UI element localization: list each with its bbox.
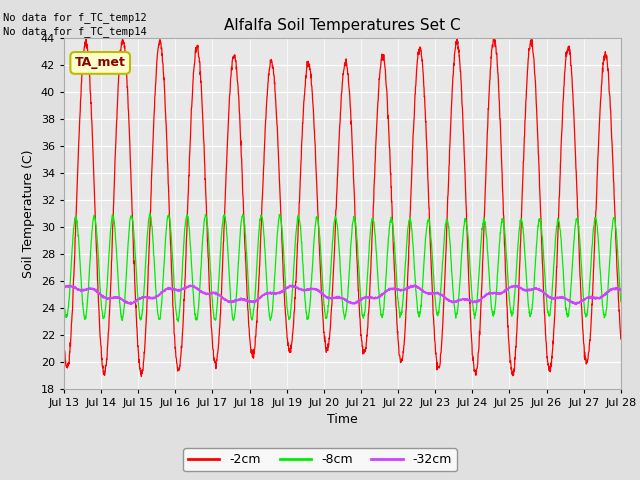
Text: No data for f_TC_temp12: No data for f_TC_temp12 xyxy=(3,12,147,23)
-32cm xyxy=(504,286,512,292)
-8cm xyxy=(146,211,154,217)
-32cm xyxy=(617,287,625,292)
-2cm xyxy=(216,325,223,331)
-2cm xyxy=(617,336,625,342)
-2cm xyxy=(505,337,513,343)
X-axis label: Time: Time xyxy=(327,413,358,426)
-8cm xyxy=(505,288,513,293)
-2cm xyxy=(359,343,367,349)
Legend: -2cm, -8cm, -32cm: -2cm, -8cm, -32cm xyxy=(183,448,457,471)
-8cm xyxy=(617,299,625,304)
-2cm xyxy=(568,75,576,81)
Line: -2cm: -2cm xyxy=(64,38,621,376)
-2cm xyxy=(138,373,145,379)
Line: -32cm: -32cm xyxy=(64,285,621,304)
-32cm xyxy=(411,282,419,288)
Title: Alfalfa Soil Temperatures Set C: Alfalfa Soil Temperatures Set C xyxy=(224,18,461,33)
-32cm xyxy=(584,295,591,301)
-2cm xyxy=(60,340,68,346)
-8cm xyxy=(175,319,182,324)
-32cm xyxy=(60,285,68,290)
Line: -8cm: -8cm xyxy=(64,214,621,322)
Text: TA_met: TA_met xyxy=(75,57,125,70)
Text: No data for f_TC_temp14: No data for f_TC_temp14 xyxy=(3,26,147,37)
-2cm xyxy=(454,36,461,41)
-8cm xyxy=(568,267,576,273)
-2cm xyxy=(371,171,379,177)
-8cm xyxy=(371,232,379,238)
-32cm xyxy=(358,296,366,301)
-8cm xyxy=(216,262,223,268)
-2cm xyxy=(584,357,591,363)
-8cm xyxy=(359,313,367,319)
-32cm xyxy=(216,292,223,298)
Y-axis label: Soil Temperature (C): Soil Temperature (C) xyxy=(22,149,35,278)
-8cm xyxy=(584,309,591,315)
-8cm xyxy=(60,300,68,305)
-32cm xyxy=(371,295,378,301)
-32cm xyxy=(573,301,580,307)
-32cm xyxy=(568,300,575,305)
